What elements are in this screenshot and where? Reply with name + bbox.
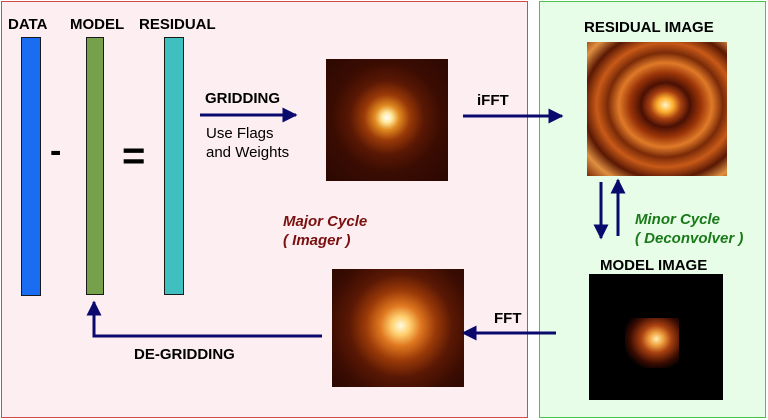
ifft-label: iFFT <box>477 92 509 109</box>
residual-image-label: RESIDUAL IMAGE <box>584 19 714 36</box>
predicted-model-image <box>332 269 464 387</box>
gridding-note-line2: and Weights <box>206 144 290 161</box>
minor-cycle-line1: Minor Cycle <box>635 211 721 228</box>
model-bar <box>86 37 104 295</box>
minus-sign: - <box>50 132 62 170</box>
model-image <box>589 274 723 400</box>
equals-sign: = <box>122 134 146 178</box>
fft-label: FFT <box>494 310 522 327</box>
data-label: DATA <box>8 16 48 33</box>
degridding-label: DE-GRIDDING <box>134 346 235 363</box>
residual-image <box>587 42 727 176</box>
degridding-arrow <box>86 300 322 338</box>
gridding-note-line1: Use Flags <box>206 125 274 142</box>
model-image-label: MODEL IMAGE <box>600 257 708 274</box>
gridded-visibilities-image <box>326 59 448 181</box>
data-bar <box>21 37 41 296</box>
major-cycle-line1: Major Cycle <box>283 213 368 230</box>
residual-bar <box>164 37 184 295</box>
model-label: MODEL <box>70 16 125 33</box>
minor-cycle-line2: ( Deconvolver ) <box>635 230 744 247</box>
gridding-label: GRIDDING <box>205 90 280 107</box>
model-image-emission <box>625 318 679 368</box>
major-cycle-line2: ( Imager ) <box>283 232 351 249</box>
residual-label: RESIDUAL <box>139 16 216 33</box>
